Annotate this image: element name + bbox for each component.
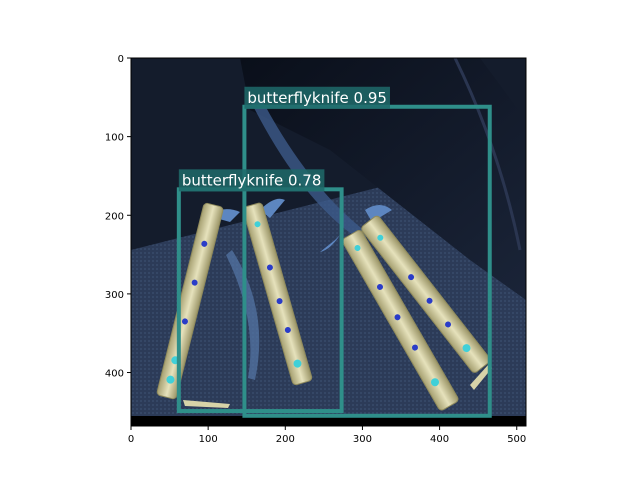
- detection-2: butterflyknife 0.78: [176, 169, 344, 414]
- detection-label: butterflyknife 0.95: [247, 89, 387, 107]
- detection-label-bg: [244, 86, 390, 109]
- y-tick-label: 100: [105, 133, 124, 144]
- detection-1: butterflyknife 0.95: [242, 86, 492, 418]
- detections: butterflyknife 0.95 butterflyknife 0.78: [176, 86, 492, 418]
- x-tick-label: 300: [353, 434, 372, 445]
- x-tick-label: 0: [128, 434, 134, 445]
- y-tick-label: 400: [105, 369, 124, 380]
- y-axis: 0 100 200 300 400: [105, 54, 131, 380]
- x-tick-label: 400: [430, 434, 449, 445]
- y-tick-label: 0: [118, 54, 124, 65]
- x-tick-label: 500: [507, 434, 526, 445]
- photo: [131, 58, 526, 426]
- x-axis: 0 100 200 300 400 500: [128, 426, 526, 445]
- x-tick-label: 100: [199, 434, 218, 445]
- detection-label-bg: [178, 169, 325, 192]
- detection-label: butterflyknife 0.78: [182, 171, 322, 189]
- y-tick-label: 300: [105, 290, 124, 301]
- x-tick-label: 200: [276, 434, 295, 445]
- y-tick-label: 200: [105, 211, 124, 222]
- axes-frame: [130, 57, 527, 427]
